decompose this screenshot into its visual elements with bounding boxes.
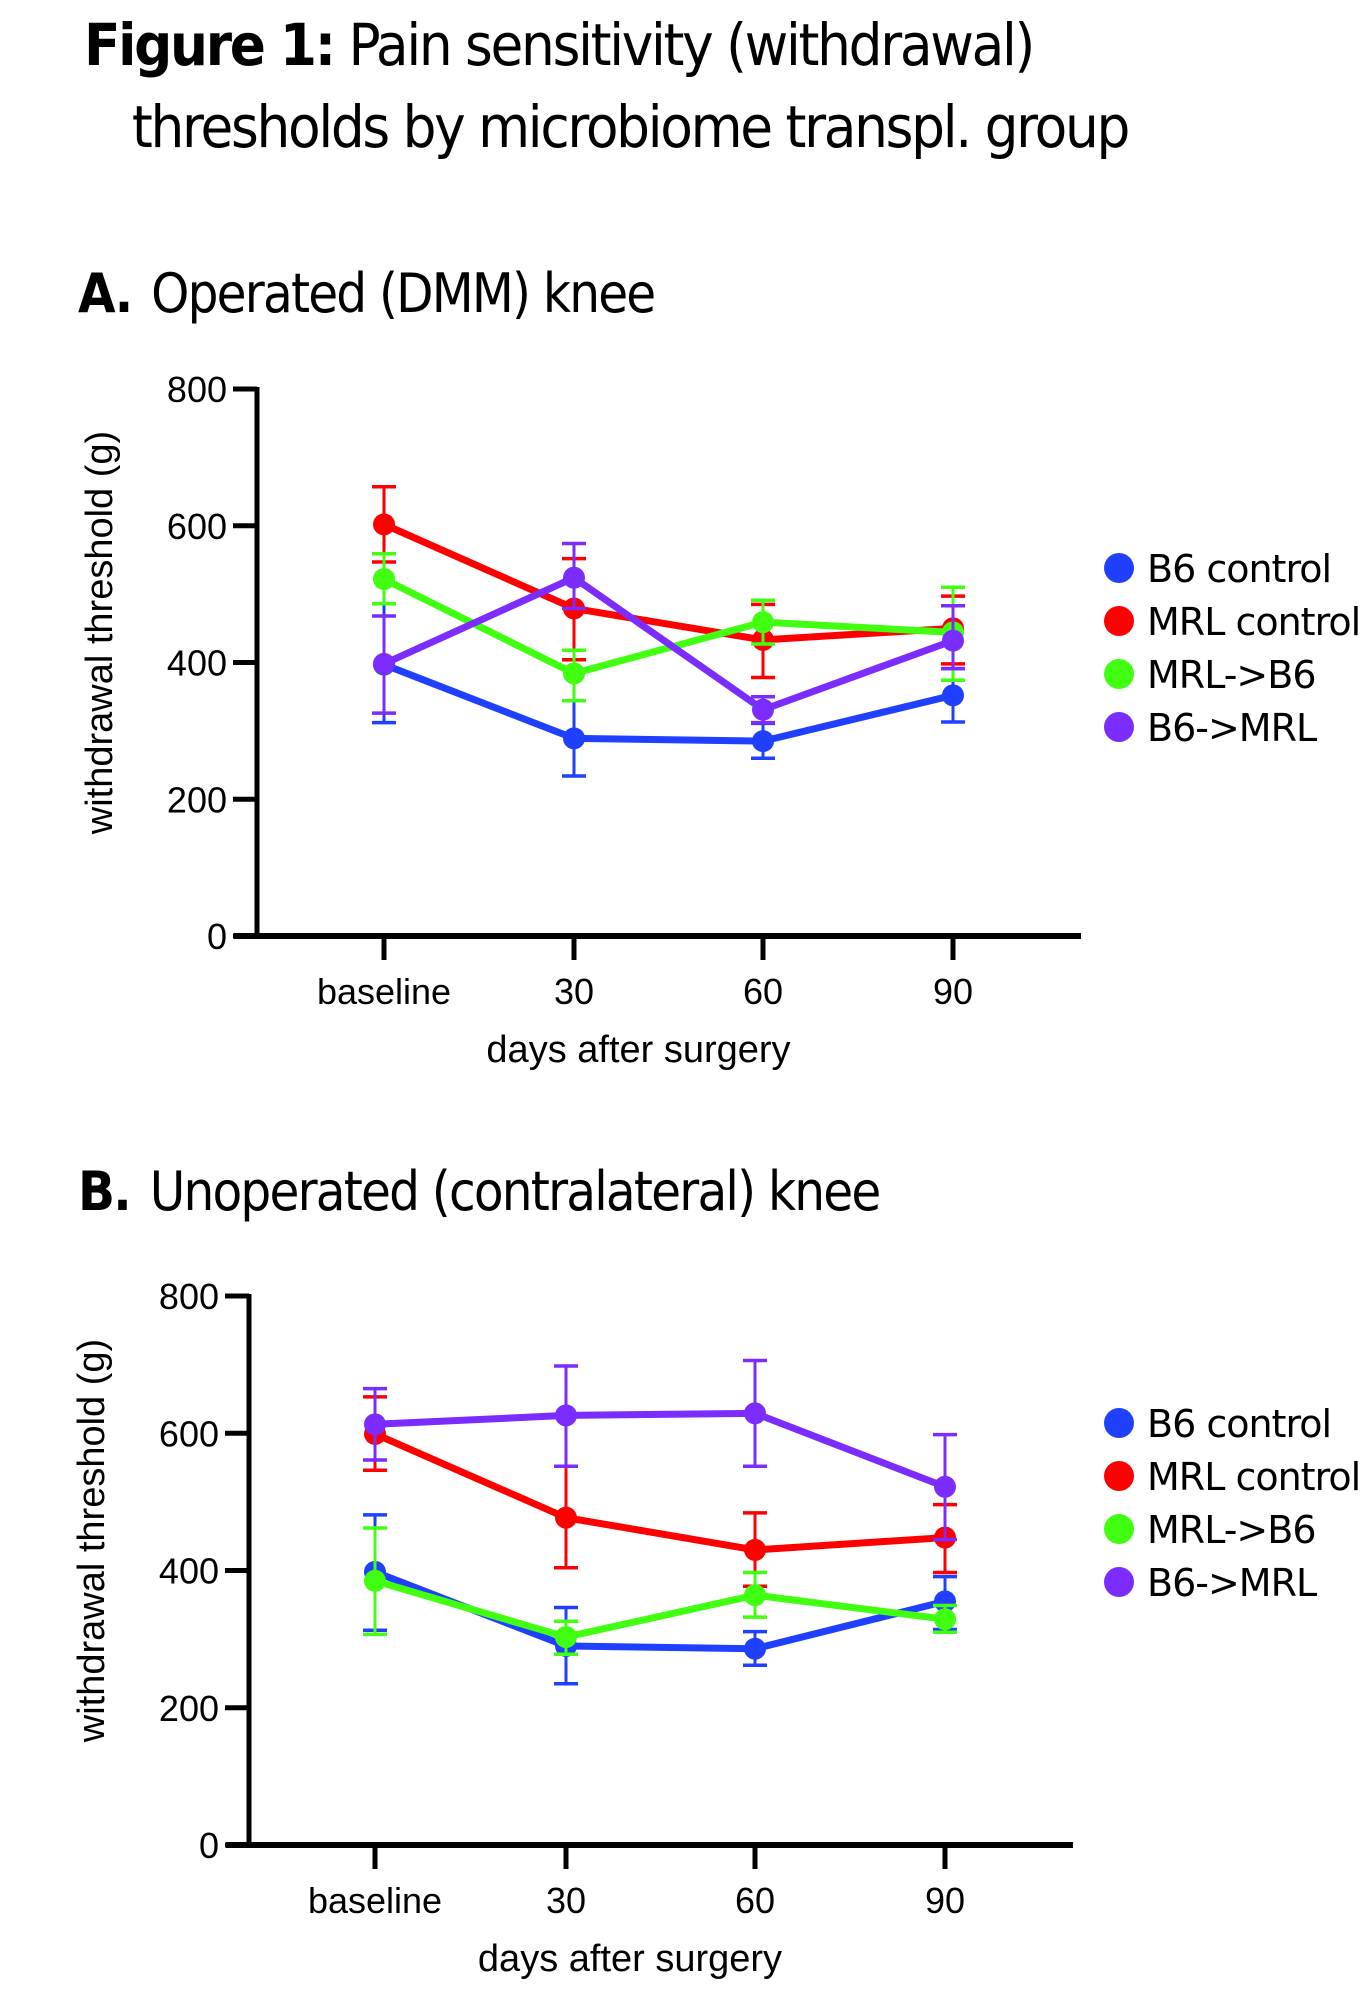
figure-title-label: Figure 1:: [84, 11, 336, 79]
legend-marker-b6-control: [1104, 553, 1134, 583]
y-tick-label: 800: [167, 369, 227, 410]
legend-marker-mrl-to-b6: [1104, 659, 1134, 689]
data-point-b6-to-mrl: [364, 1413, 386, 1436]
data-point-mrl-control: [744, 1538, 766, 1561]
legend-label-mrl-control: MRL control: [1147, 600, 1360, 644]
data-point-b6-control: [752, 730, 774, 753]
series-line-b6-control: [382, 661, 954, 745]
legend-item-b6-to-mrl: B6->MRL: [1104, 1561, 1318, 1605]
x-tick-label: 60: [743, 971, 783, 1012]
y-tick-label: 600: [159, 1413, 219, 1454]
figure-title-line2: thresholds by microbiome transpl. group: [131, 93, 1131, 161]
legend-marker-mrl-control: [1104, 606, 1134, 636]
data-point-b6-control: [942, 684, 964, 707]
panel-a-title: A. Operated (DMM) knee: [78, 262, 656, 325]
legend-item-mrl-control: MRL control: [1104, 600, 1361, 644]
legend-item-mrl-to-b6: MRL->B6: [1104, 1508, 1317, 1552]
data-point-mrl-control: [555, 1506, 577, 1529]
y-axis-title: withdrawal threshold (g): [71, 1339, 113, 1743]
panel-a-letter: A.: [78, 262, 133, 325]
x-axis-title: days after surgery: [478, 1938, 782, 1980]
legend-label-mrl-to-b6: MRL->B6: [1147, 1508, 1316, 1552]
panel-a-title-text: Operated (DMM) knee: [151, 262, 656, 325]
data-point-mrl-to-b6: [744, 1584, 766, 1607]
legend-item-b6-to-mrl: B6->MRL: [1104, 706, 1318, 750]
data-point-b6-to-mrl: [942, 629, 964, 652]
y-tick-label: 400: [167, 643, 227, 684]
data-point-mrl-to-b6: [934, 1608, 956, 1631]
data-point-mrl-to-b6: [364, 1569, 386, 1592]
data-point-mrl-to-b6: [373, 568, 395, 591]
figure-title-line1: Pain sensitivity (withdrawal): [348, 11, 1035, 79]
data-point-b6-to-mrl: [934, 1475, 956, 1498]
x-tick-label: baseline: [308, 1880, 442, 1921]
x-tick-label: baseline: [317, 971, 451, 1012]
data-point-b6-to-mrl: [752, 698, 774, 721]
series-line-b6-to-mrl: [382, 574, 955, 714]
data-point-mrl-to-b6: [752, 611, 774, 634]
y-tick-label: 0: [207, 916, 227, 957]
legend-marker-b6-to-mrl: [1104, 712, 1134, 742]
panel-b-letter: B.: [78, 1160, 132, 1223]
data-point-mrl-to-b6: [563, 662, 585, 685]
chart-panel-a: 0 200 400 600 800 baseline 30 60 90 days after su…: [79, 369, 1361, 1071]
series-b6-to-mrl: [372, 541, 965, 725]
x-tick-label: 30: [546, 1880, 586, 1921]
legend-marker-b6-control: [1104, 1408, 1134, 1438]
series-line-mrl-control: [382, 521, 954, 644]
x-tick-label: 30: [554, 971, 594, 1012]
data-point-b6-to-mrl: [555, 1404, 577, 1427]
panel-b-title-text: Unoperated (contralateral) knee: [149, 1160, 882, 1223]
legend-item-b6-control: B6 control: [1104, 1402, 1332, 1446]
y-tick-label: 800: [159, 1276, 219, 1317]
x-axis-title: days after surgery: [486, 1029, 790, 1071]
series-line-mrl-to-b6: [374, 1577, 946, 1641]
x-tick-label: 90: [925, 1880, 965, 1921]
data-point-b6-to-mrl: [563, 566, 585, 589]
legend-marker-mrl-control: [1104, 1461, 1134, 1491]
legend-label-b6-control: B6 control: [1147, 1402, 1331, 1446]
legend-marker-mrl-to-b6: [1104, 1514, 1134, 1544]
y-tick-label: 400: [159, 1551, 219, 1592]
y-axis-title: withdrawal threshold (g): [79, 431, 121, 835]
data-point-mrl-to-b6: [555, 1626, 577, 1649]
figure-title: Figure 1: Pain sensitivity (withdrawal) …: [84, 4, 1131, 168]
data-point-b6-control: [744, 1637, 766, 1660]
y-tick-label: 600: [167, 506, 227, 547]
y-tick-label: 200: [159, 1688, 219, 1729]
legend-label-mrl-to-b6: MRL->B6: [1147, 653, 1316, 697]
series-b6-to-mrl: [363, 1358, 957, 1542]
legend-item-mrl-to-b6: MRL->B6: [1104, 653, 1317, 697]
legend-label-mrl-control: MRL control: [1147, 1455, 1360, 1499]
series-mrl-to-b6: [363, 1526, 957, 1656]
data-point-b6-control: [563, 727, 585, 750]
legend-label-b6-control: B6 control: [1147, 547, 1331, 591]
legend-marker-b6-to-mrl: [1104, 1567, 1134, 1597]
series-line-b6-to-mrl: [374, 1409, 947, 1491]
x-tick-label: 60: [735, 1880, 775, 1921]
legend-item-b6-control: B6 control: [1104, 547, 1332, 591]
legend-label-b6-to-mrl: B6->MRL: [1147, 1561, 1317, 1605]
legend-label-b6-to-mrl: B6->MRL: [1147, 706, 1317, 750]
y-tick-label: 0: [199, 1825, 219, 1866]
legend-item-mrl-control: MRL control: [1104, 1455, 1361, 1499]
data-point-mrl-control: [373, 513, 395, 536]
series-line-mrl-control: [373, 1430, 946, 1554]
data-point-b6-to-mrl: [373, 652, 395, 675]
series-mrl-control: [363, 1395, 957, 1589]
y-tick-label: 200: [167, 779, 227, 820]
data-point-b6-to-mrl: [744, 1402, 766, 1425]
x-tick-label: 90: [933, 971, 973, 1012]
panel-b-title: B. Unoperated (contralateral) knee: [78, 1160, 882, 1223]
